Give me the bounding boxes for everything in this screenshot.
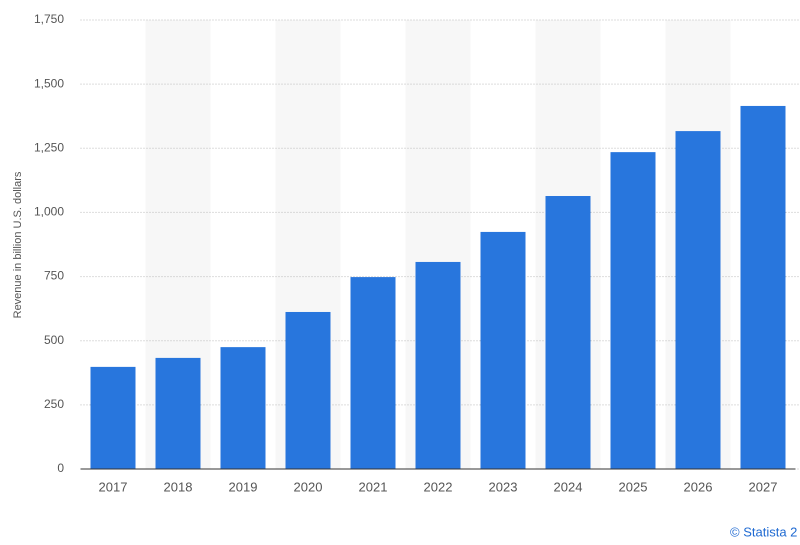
x-tick-label: 2022 bbox=[424, 479, 453, 494]
x-tick-label: 2021 bbox=[359, 479, 388, 494]
bar bbox=[610, 152, 656, 470]
x-tick-label: 2026 bbox=[684, 479, 713, 494]
y-tick-label: 0 bbox=[57, 461, 64, 475]
x-tick-label: 2027 bbox=[749, 479, 778, 494]
x-tick-label: 2018 bbox=[164, 479, 193, 494]
y-tick-label: 1,500 bbox=[34, 76, 64, 90]
credit[interactable]: © Statista 2 bbox=[730, 524, 797, 539]
bar bbox=[155, 357, 201, 469]
bar bbox=[545, 196, 591, 469]
bar bbox=[480, 231, 526, 469]
bar bbox=[740, 105, 786, 470]
y-tick-label: 1,000 bbox=[34, 205, 64, 219]
x-tick-label: 2023 bbox=[489, 479, 518, 494]
bar bbox=[220, 347, 266, 469]
y-tick-label: 250 bbox=[44, 397, 64, 411]
x-tick-label: 2025 bbox=[619, 479, 648, 494]
bar bbox=[285, 311, 331, 469]
x-tick-label: 2019 bbox=[229, 479, 258, 494]
bar bbox=[90, 366, 136, 469]
x-tick-label: 2017 bbox=[99, 479, 128, 494]
y-tick-label: 750 bbox=[44, 269, 64, 283]
x-tick-label: 2024 bbox=[554, 479, 583, 494]
y-tick-label: 1,750 bbox=[34, 12, 64, 26]
y-tick-label: 500 bbox=[44, 333, 64, 347]
y-axis-label: Revenue in billion U.S. dollars bbox=[12, 171, 24, 318]
bar bbox=[415, 261, 461, 469]
bar bbox=[350, 277, 396, 469]
y-tick-label: 1,250 bbox=[34, 140, 64, 154]
bar bbox=[675, 131, 721, 469]
x-tick-label: 2020 bbox=[294, 479, 323, 494]
